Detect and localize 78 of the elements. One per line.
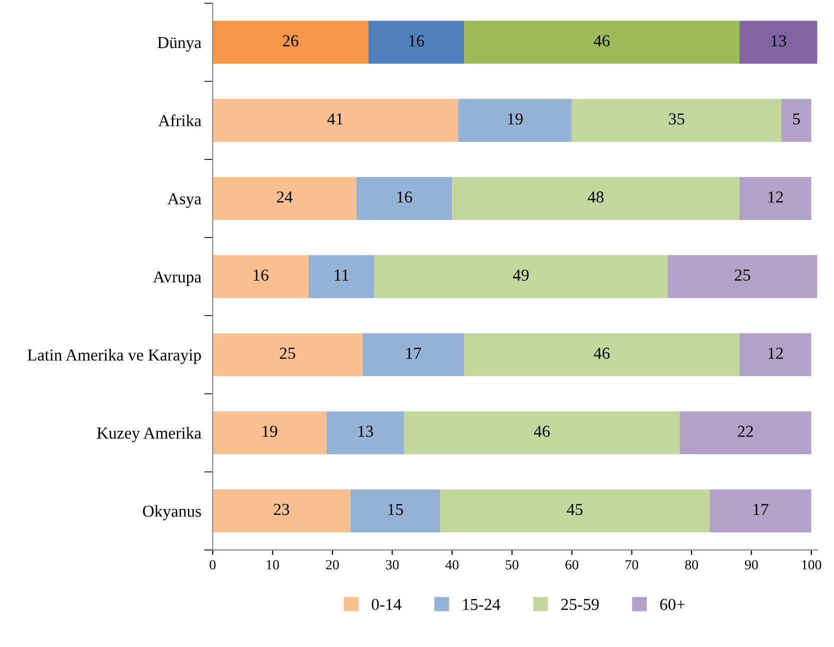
- legend-label: 25-59: [561, 598, 599, 610]
- bar: [350, 489, 440, 532]
- data-label: 35: [669, 113, 684, 125]
- data-label: 24: [276, 191, 293, 202]
- bar: [572, 98, 782, 142]
- data-label: 46: [594, 348, 610, 359]
- bar: [668, 255, 818, 298]
- x-tick-label: 0: [210, 560, 216, 570]
- bar: [212, 255, 308, 298]
- x-tick-label: 100: [802, 560, 822, 570]
- data-label: 19: [508, 113, 523, 125]
- data-label: 22: [738, 426, 753, 437]
- bar: [326, 411, 404, 454]
- y-tick-label: Dünya: [158, 37, 202, 52]
- data-label: 46: [534, 426, 550, 437]
- data-label: 16: [254, 270, 268, 281]
- bar: [452, 177, 740, 220]
- y-tick-label: Afrika: [158, 114, 202, 126]
- bar: [374, 255, 668, 298]
- bar: [362, 333, 464, 376]
- bar: [781, 98, 812, 142]
- data-label: 13: [772, 35, 786, 46]
- data-label: 46: [594, 35, 610, 46]
- data-label: 15: [388, 504, 403, 516]
- x-tick-label: 50: [506, 560, 518, 570]
- bar: [739, 20, 818, 64]
- bar: [368, 20, 464, 64]
- bar: [464, 20, 740, 64]
- bar: [440, 489, 710, 532]
- bar: [404, 411, 680, 454]
- bar: [212, 98, 458, 142]
- y-tick-label: Okyanus: [142, 505, 201, 520]
- data-label: 17: [406, 348, 422, 359]
- bar: [356, 177, 452, 220]
- legend-label: 15-24: [463, 598, 500, 610]
- bar: [458, 98, 572, 142]
- data-label: 48: [588, 191, 604, 203]
- y-tick-label: Kuzey Amerika: [96, 427, 202, 442]
- data-label: 19: [262, 426, 278, 437]
- data-label: 5: [793, 113, 800, 125]
- data-label: 17: [754, 504, 768, 515]
- x-tick-label: 30: [386, 560, 399, 570]
- x-tick-label: 70: [626, 560, 638, 570]
- bar: [212, 333, 362, 376]
- bar: [464, 333, 740, 376]
- data-label: 26: [282, 35, 298, 46]
- data-label: 12: [768, 191, 783, 202]
- legend-label: 0-14: [372, 598, 402, 610]
- bar: [308, 255, 374, 298]
- x-tick-label: 80: [685, 560, 698, 570]
- x-tick-label: 60: [566, 560, 578, 570]
- bar: [212, 411, 326, 454]
- data-label: 25: [734, 270, 750, 281]
- x-tick-label: 40: [445, 560, 459, 570]
- y-tick-label: Avrupa: [152, 271, 202, 286]
- legend-label: 60+: [660, 598, 685, 610]
- data-label: 16: [397, 191, 412, 203]
- y-tick-label: Asya: [167, 193, 202, 208]
- data-label: 16: [409, 35, 424, 46]
- data-label: 11: [334, 270, 348, 281]
- x-tick-label: 90: [744, 560, 758, 570]
- x-tick-label: 20: [326, 560, 339, 570]
- bar: [680, 411, 812, 454]
- data-label: 23: [274, 504, 290, 516]
- data-label: 25: [280, 348, 296, 359]
- bar: [212, 20, 368, 64]
- bar: [212, 177, 356, 220]
- y-tick-label: Latin Amerika ve Karayip: [28, 348, 201, 364]
- bar: [739, 333, 812, 376]
- data-label: 49: [512, 270, 529, 281]
- data-label: 12: [768, 348, 783, 359]
- bar: [739, 177, 812, 220]
- x-tick-label: 10: [266, 560, 279, 570]
- data-label: 45: [566, 504, 583, 516]
- bar: [212, 489, 350, 532]
- bar: [710, 489, 812, 532]
- data-label: 13: [358, 426, 374, 437]
- data-label: 41: [327, 113, 343, 124]
